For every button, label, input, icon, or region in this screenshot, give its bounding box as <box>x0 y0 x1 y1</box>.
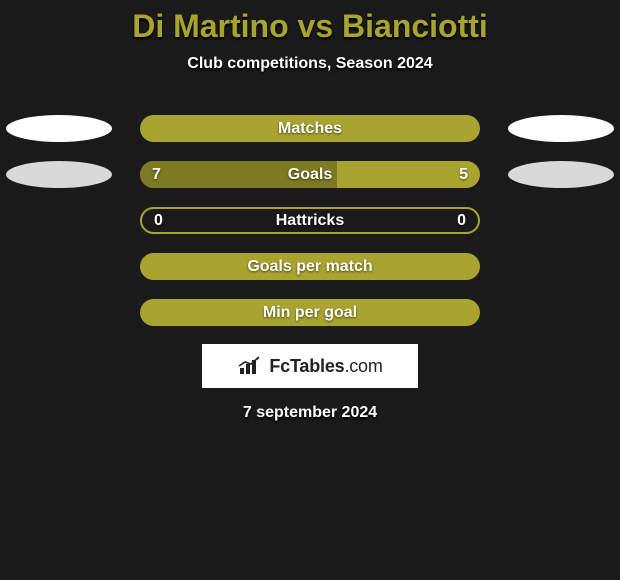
stat-row: 0 0Hattricks <box>0 207 620 234</box>
stat-right-value: 5 <box>459 166 468 184</box>
page-title: Di Martino vs Bianciotti <box>0 0 620 45</box>
left-value-oval <box>6 161 112 188</box>
stat-row: Matches <box>0 115 620 142</box>
stat-row: Min per goal <box>0 299 620 326</box>
logo-text-bold: FcTables <box>269 356 344 376</box>
stat-row: Goals per match <box>0 253 620 280</box>
stat-bar: Goals per match <box>140 253 480 280</box>
stat-rows: Matches75Goals00HattricksGoals per match… <box>0 115 620 326</box>
date-label: 7 september 2024 <box>0 404 620 422</box>
stat-label: Goals per match <box>140 258 480 276</box>
stat-left-value: 7 <box>152 166 161 184</box>
stat-bar: Min per goal <box>140 299 480 326</box>
subtitle: Club competitions, Season 2024 <box>0 55 620 73</box>
stat-label: Min per goal <box>140 304 480 322</box>
stat-label: Hattricks <box>142 212 478 230</box>
logo-chart-icon <box>237 356 263 376</box>
logo: FcTables.com <box>202 344 418 388</box>
logo-text: FcTables.com <box>269 356 382 377</box>
stat-label: Matches <box>140 120 480 138</box>
stat-right-value: 0 <box>457 212 466 230</box>
left-value-oval <box>6 115 112 142</box>
stat-bar: Matches <box>140 115 480 142</box>
stat-left-value: 0 <box>154 212 163 230</box>
stat-row: 75Goals <box>0 161 620 188</box>
right-value-oval <box>508 161 614 188</box>
bar-fill-left <box>140 161 337 188</box>
stat-bar: 0 0Hattricks <box>140 207 480 234</box>
right-value-oval <box>508 115 614 142</box>
stat-bar: 75Goals <box>140 161 480 188</box>
logo-text-thin: .com <box>344 356 382 376</box>
